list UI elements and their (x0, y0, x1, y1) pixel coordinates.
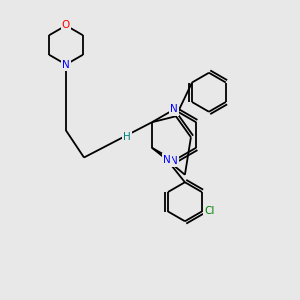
Text: N: N (170, 155, 178, 166)
Text: N: N (163, 155, 171, 165)
Text: N: N (62, 59, 70, 70)
Text: N: N (170, 104, 178, 115)
Text: H: H (123, 132, 131, 142)
Text: O: O (62, 20, 70, 31)
Text: Cl: Cl (204, 206, 214, 217)
